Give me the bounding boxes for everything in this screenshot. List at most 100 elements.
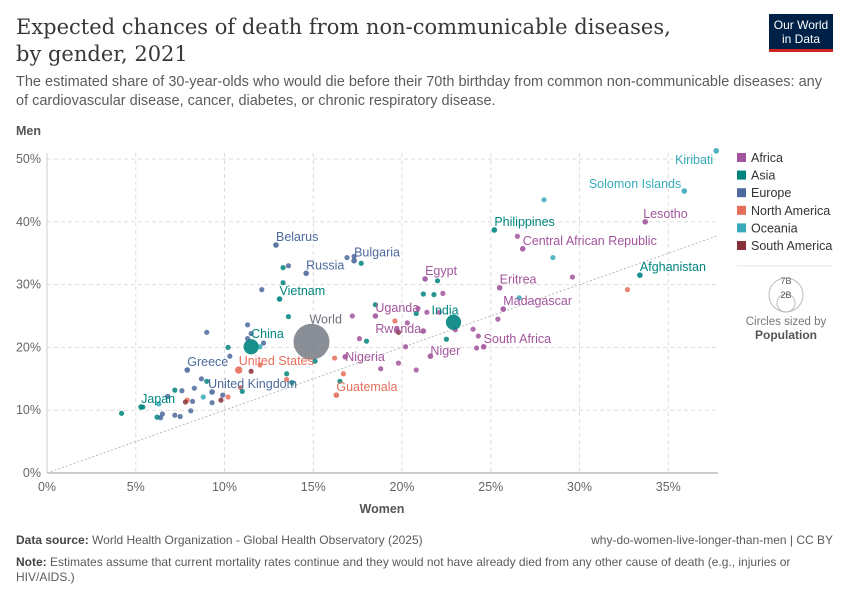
data-point-niger[interactable] — [427, 353, 434, 359]
data-point-belarus[interactable] — [273, 242, 279, 248]
data-point-japan[interactable] — [138, 404, 144, 410]
data-point[interactable] — [550, 254, 556, 261]
data-point-philippines[interactable] — [491, 227, 498, 233]
data-point[interactable] — [395, 329, 402, 335]
data-point-central-african-republic[interactable] — [519, 246, 526, 252]
data-point[interactable] — [191, 385, 197, 391]
data-point[interactable] — [344, 254, 350, 261]
data-point[interactable] — [395, 360, 402, 366]
data-point-china[interactable] — [243, 339, 259, 355]
data-point-guatemala[interactable] — [333, 392, 340, 398]
data-point[interactable] — [392, 318, 398, 324]
data-point[interactable] — [331, 355, 338, 361]
data-point[interactable] — [569, 274, 576, 280]
data-point[interactable] — [209, 400, 215, 406]
data-point[interactable] — [424, 309, 430, 315]
legend-item-asia[interactable]: Asia — [737, 169, 775, 183]
data-point[interactable] — [284, 376, 290, 383]
data-point[interactable] — [415, 305, 421, 312]
data-point-south-africa[interactable] — [480, 343, 487, 350]
data-point[interactable] — [337, 378, 343, 384]
data-point[interactable] — [443, 336, 450, 342]
data-point[interactable] — [541, 197, 547, 203]
data-point[interactable] — [363, 338, 370, 344]
legend-item-south-america[interactable]: South America — [737, 239, 832, 253]
data-point[interactable] — [431, 292, 437, 298]
data-point-vietnam[interactable] — [276, 296, 283, 302]
data-point-india[interactable] — [445, 314, 462, 330]
data-point[interactable] — [358, 260, 364, 266]
data-point-afghanistan[interactable] — [637, 272, 643, 278]
data-point[interactable] — [225, 344, 231, 350]
data-point[interactable] — [413, 367, 419, 373]
data-point[interactable] — [624, 287, 631, 293]
data-point[interactable] — [473, 345, 480, 351]
data-point-bulgaria[interactable] — [351, 257, 357, 264]
data-point-rwanda[interactable] — [420, 328, 427, 334]
data-point[interactable] — [440, 290, 446, 296]
data-point-kiribati[interactable] — [713, 148, 720, 154]
data-point[interactable] — [436, 309, 442, 315]
data-point[interactable] — [340, 371, 347, 377]
data-point-uganda[interactable] — [372, 313, 379, 319]
data-point-greece[interactable] — [184, 367, 191, 373]
data-point[interactable] — [227, 353, 233, 359]
data-point[interactable] — [244, 322, 251, 328]
data-point[interactable] — [239, 388, 245, 394]
owid-logo[interactable]: Our World in Data — [769, 14, 833, 52]
data-point-world[interactable] — [293, 323, 330, 360]
data-point[interactable] — [179, 388, 185, 394]
data-point[interactable] — [475, 333, 481, 339]
data-point-lesotho[interactable] — [642, 219, 649, 225]
data-point[interactable] — [420, 291, 426, 297]
data-point[interactable] — [172, 412, 178, 418]
data-point[interactable] — [257, 344, 263, 350]
data-point[interactable] — [257, 362, 263, 368]
data-point[interactable] — [172, 387, 178, 393]
legend-item-europe[interactable]: Europe — [737, 186, 791, 200]
data-point[interactable] — [285, 314, 292, 320]
data-point[interactable] — [200, 394, 206, 400]
data-point[interactable] — [356, 336, 363, 342]
source-text[interactable]: World Health Organization - Global Healt… — [92, 533, 423, 547]
data-point[interactable] — [404, 320, 410, 326]
data-point[interactable] — [284, 371, 290, 377]
data-point[interactable] — [198, 376, 205, 382]
data-point[interactable] — [218, 397, 224, 403]
data-point-united-kingdom[interactable] — [209, 389, 215, 395]
data-point[interactable] — [402, 344, 409, 350]
data-point[interactable] — [470, 326, 476, 332]
data-point[interactable] — [312, 358, 318, 364]
data-point[interactable] — [372, 302, 378, 308]
data-point[interactable] — [434, 278, 441, 284]
data-point[interactable] — [280, 265, 286, 271]
data-point[interactable] — [259, 287, 265, 293]
data-point-united-states[interactable] — [235, 366, 243, 374]
data-point-egypt[interactable] — [422, 276, 428, 282]
data-point[interactable] — [177, 413, 183, 420]
footer-url[interactable]: why-do-women-live-longer-than-men | CC B… — [591, 533, 833, 547]
data-point[interactable] — [188, 408, 194, 414]
data-point[interactable] — [154, 414, 160, 420]
data-point[interactable] — [189, 398, 196, 405]
data-point[interactable] — [351, 253, 357, 259]
data-point-eritrea[interactable] — [496, 284, 503, 291]
data-point[interactable] — [182, 399, 189, 405]
data-point[interactable] — [516, 295, 522, 301]
data-point[interactable] — [225, 394, 231, 400]
data-point-russia[interactable] — [303, 270, 309, 277]
data-point[interactable] — [204, 378, 210, 384]
data-point[interactable] — [495, 316, 501, 322]
data-point-madagascar[interactable] — [500, 306, 507, 312]
data-point[interactable] — [289, 379, 295, 386]
data-point[interactable] — [156, 401, 162, 407]
data-point[interactable] — [260, 340, 267, 346]
data-point[interactable] — [514, 233, 521, 239]
data-point[interactable] — [285, 263, 292, 269]
data-point-nigeria[interactable] — [342, 354, 349, 360]
data-point[interactable] — [165, 393, 171, 399]
legend-item-north-america[interactable]: North America — [737, 204, 830, 218]
data-point[interactable] — [204, 329, 210, 335]
data-point[interactable] — [413, 310, 419, 317]
data-point[interactable] — [378, 366, 384, 372]
